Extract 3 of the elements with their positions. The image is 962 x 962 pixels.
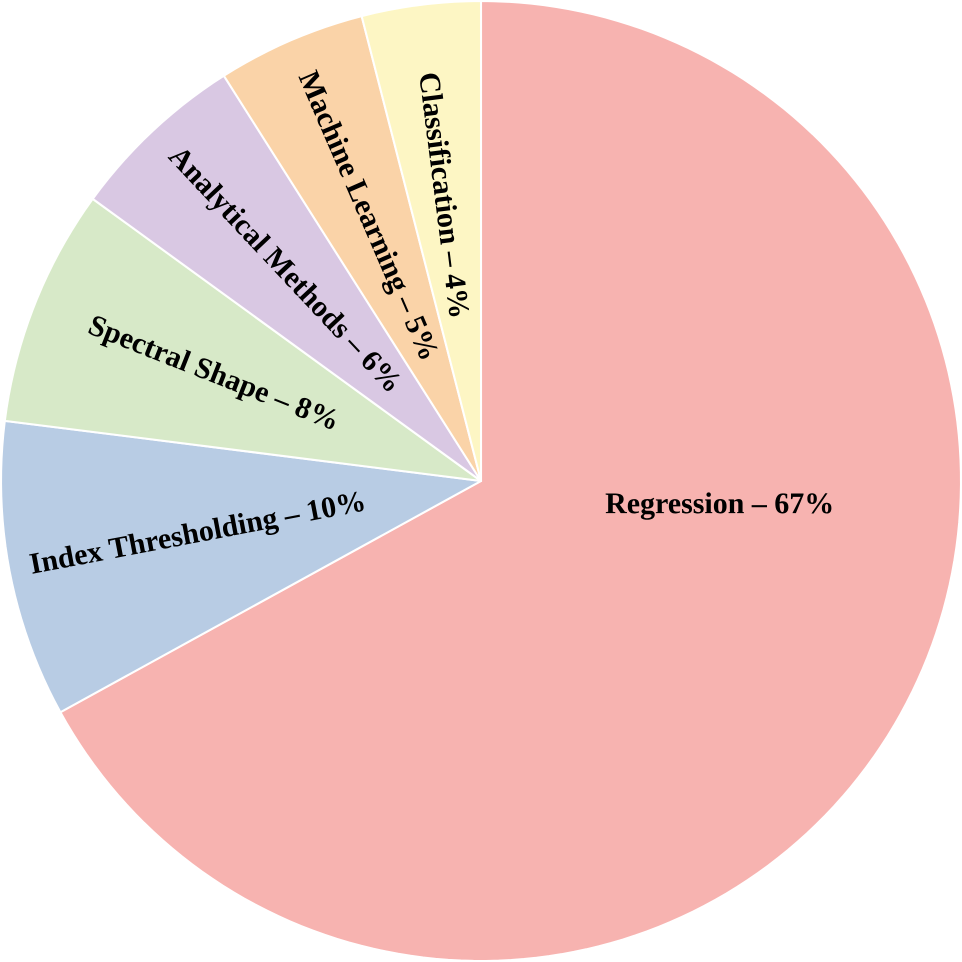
slice-label: Regression – 67% bbox=[606, 492, 832, 520]
slice-label: Index Thresholding – 10% bbox=[29, 492, 364, 574]
slice-label: Classification – 4% bbox=[420, 74, 470, 316]
